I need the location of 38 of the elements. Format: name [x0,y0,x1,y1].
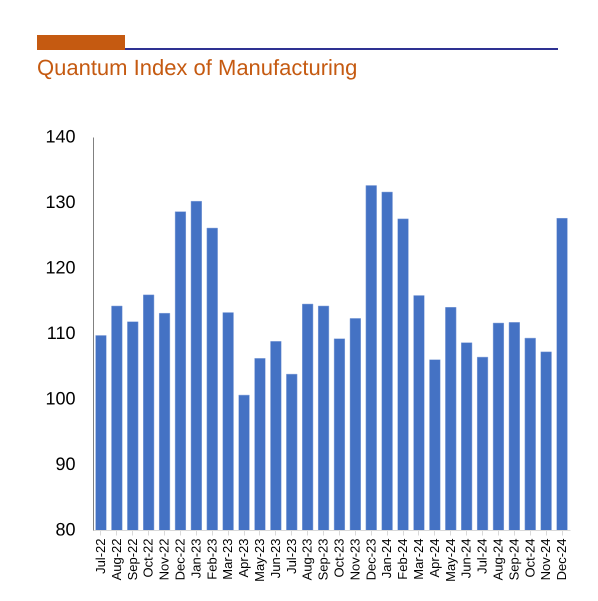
x-tick-label: Dec-22 [172,538,188,580]
y-tick-label: 80 [55,520,76,540]
x-tick-label: Nov-23 [347,538,362,580]
x-tick-label: Oct-23 [331,538,346,578]
y-tick-label: 100 [45,388,76,408]
x-tick-label: Mar-24 [410,538,426,580]
y-tick-label: 90 [55,454,76,474]
x-tick-label: Jul-23 [284,538,299,574]
y-tick-label: 110 [46,323,76,343]
x-tick-label: Aug-23 [300,538,315,580]
x-tick-label: Nov-24 [538,538,554,580]
y-tick-label: 130 [45,192,76,212]
y-tick-label: 140 [45,126,76,146]
y-tick-label: 120 [45,258,76,278]
x-tick-label: Aug-24 [490,538,506,580]
x-tick-label: Jul-24 [474,538,490,574]
x-tick-label: Dec-23 [363,538,378,580]
x-tick-label: Sep-22 [124,538,140,580]
x-tick-label: Jun-24 [458,538,474,578]
x-tick-label: Apr-24 [426,538,442,578]
x-tick-label: Oct-24 [522,538,538,578]
x-tick-label: Apr-23 [236,538,252,578]
x-tick-label: Jul-22 [92,538,108,574]
x-tick-label: Jan-24 [379,538,394,578]
x-tick-label: Sep-23 [316,538,331,580]
x-tick-label: Jun-23 [268,538,283,578]
x-tick-label: Sep-24 [506,538,522,580]
x-tick-label: Dec-24 [554,538,570,580]
x-tick-label: Feb-24 [395,538,410,580]
x-tick-label: Aug-22 [108,538,124,580]
chart-title: Quantum Index of Manufacturing [37,55,358,80]
x-tick-label: Feb-23 [204,538,220,580]
x-tick-label: Oct-22 [140,538,156,578]
x-tick-label: Jan-23 [188,538,204,578]
x-tick-label: May-24 [442,538,458,582]
x-tick-label: May-23 [252,538,267,582]
x-tick-label: Mar-23 [220,538,236,580]
x-tick-label: Nov-22 [156,538,172,580]
